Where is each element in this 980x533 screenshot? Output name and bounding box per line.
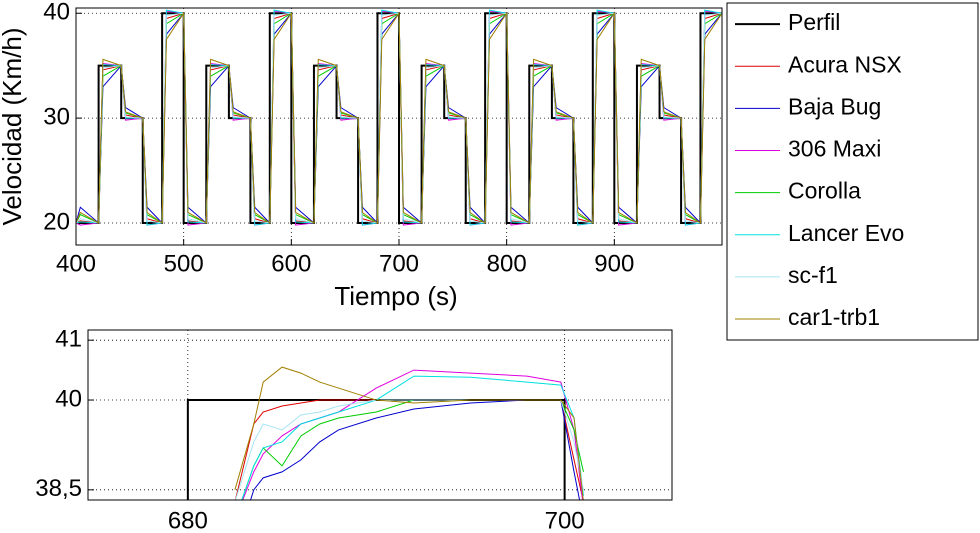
legend-label: Baja Bug (788, 93, 881, 119)
x-tick-label: 700 (379, 250, 419, 277)
x-tick-label: 800 (487, 250, 527, 277)
series-line (241, 375, 584, 500)
plot-lines (186, 366, 584, 500)
y-tick-label: 41 (55, 326, 82, 353)
legend-label: Acura NSX (788, 51, 902, 77)
legend-label: 306 Maxi (788, 136, 881, 162)
y-tick-label: 38,5 (35, 475, 82, 502)
x-tick-label: 900 (594, 250, 634, 277)
y-tick-label: 20 (43, 208, 70, 235)
x-tick-label: 500 (164, 250, 204, 277)
x-tick-label: 400 (56, 250, 96, 277)
plot-lines (76, 9, 722, 226)
series-line (76, 12, 722, 224)
y-tick-label: 40 (43, 0, 70, 26)
legend-label: Corolla (788, 178, 861, 204)
series-line (234, 366, 584, 500)
y-axis-label: Velocidad (Km/h) (0, 28, 27, 226)
y-tick-label: 30 (43, 103, 70, 130)
x-axis-label: Tiempo (s) (334, 281, 457, 311)
legend-box (726, 2, 979, 341)
legend-label: car1-trb1 (788, 304, 880, 330)
plot-frame (75, 7, 723, 246)
legend-label: Lancer Evo (788, 220, 904, 246)
y-tick-label: 40 (55, 385, 82, 412)
x-tick-label: 700 (545, 507, 585, 533)
series-line (76, 11, 722, 224)
legend-label: sc-f1 (788, 262, 838, 288)
x-tick-label: 600 (271, 250, 311, 277)
x-tick-label: 680 (168, 507, 208, 533)
plot-frame (87, 329, 673, 501)
legend-label: Perfil (788, 9, 840, 35)
plot-area (88, 330, 672, 500)
